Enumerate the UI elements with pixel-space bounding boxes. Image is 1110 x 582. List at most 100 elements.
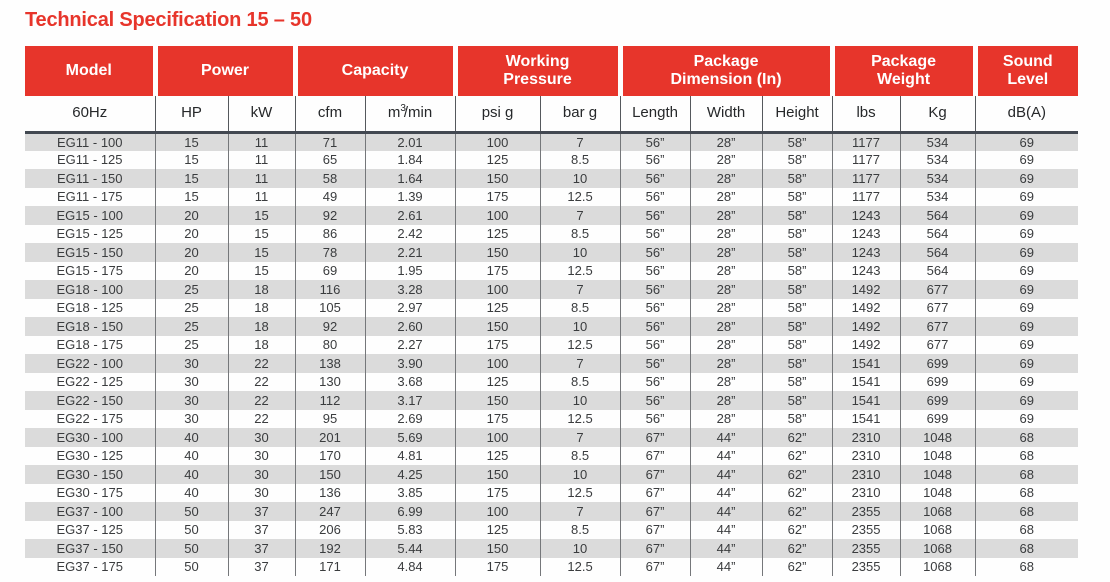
group-header-capacity: Capacity [292,46,456,96]
table-row-eg37-150: EG37 - 150 50 37 192 5.44 150 10 67” 44” 62” 2355 1… [25,539,1079,558]
spec-table: Model Power Capacity Working Pressure Package… [25,46,1079,576]
value-cell: 15 [154,150,228,169]
value-cell: 67” [619,502,691,521]
value-cell: 69 [294,261,366,280]
value-cell: 65 [294,150,366,169]
model-cell: EG30 - 125 [56,448,124,464]
column-header-cfm: cfm [294,96,366,134]
table-row-eg18-175: EG18 - 175 25 18 80 2.27 175 12.5 56” 28” 58” 1492… [25,335,1079,354]
model-cell: EG18 - 150 [56,318,124,334]
table-row-eg18-150: EG18 - 150 25 18 92 2.60 150 10 56” 28” 58” 1492 67… [25,317,1079,336]
value-cell: 62” [761,483,833,502]
value-cell: 37 [227,539,296,558]
value-cell: 1243 [831,224,901,243]
value-cell: 15 [154,187,228,206]
value-cell: 95 [294,409,366,428]
value-cell: 150 [454,539,541,558]
value-cell: 69 [974,187,1079,206]
value-cell: 22 [227,409,296,428]
value-cell: 40 [154,465,228,484]
value-cell: 30 [227,446,296,465]
value-cell: 44” [689,483,763,502]
value-cell: 69 [974,280,1079,299]
value-cell: 1177 [831,132,901,151]
value-cell: 20 [154,261,228,280]
value-cell: 25 [154,298,228,317]
value-cell: 69 [974,317,1079,336]
value-cell: 8.5 [539,298,621,317]
group-header-model: Model [25,46,155,96]
value-cell: 534 [899,169,976,188]
value-cell: 12.5 [539,261,621,280]
value-cell: 28” [689,354,763,373]
value-cell: 2355 [831,539,901,558]
value-cell: 67” [619,557,691,576]
value-cell: 2.60 [364,317,456,336]
value-cell: 8.5 [539,520,621,539]
value-cell: 15 [154,132,228,151]
table-row-eg30-175: EG30 - 175 40 30 136 3.85 175 12.5 67” 44” 62” 231… [25,483,1079,502]
value-cell: 68 [974,428,1079,447]
value-cell: 56” [619,261,691,280]
value-cell: 1177 [831,169,901,188]
value-cell: 28” [689,335,763,354]
value-cell: 2310 [831,465,901,484]
value-cell: 56” [619,132,691,151]
value-cell: 150 [454,465,541,484]
value-cell: 40 [154,446,228,465]
value-cell: 5.44 [364,539,456,558]
value-cell: 105 [294,298,366,317]
value-cell: 56” [619,317,691,336]
value-cell: 62” [761,539,833,558]
value-cell: 20 [154,243,228,262]
value-cell: 30 [154,372,228,391]
value-cell: 1541 [831,354,901,373]
value-cell: 564 [899,206,976,225]
value-cell: 40 [154,483,228,502]
value-cell: 2.27 [364,335,456,354]
table-row-eg15-100: EG15 - 100 20 15 92 2.61 100 7 56” 28” 58” 1243 564… [25,206,1079,225]
value-cell: 7 [539,354,621,373]
value-cell: 1177 [831,150,901,169]
value-cell: 67” [619,428,691,447]
group-header-power: Power [152,46,296,96]
value-cell: 1177 [831,187,901,206]
value-cell: 175 [454,557,541,576]
value-cell: 62” [761,557,833,576]
column-header-60hz: 60Hz [25,96,155,134]
column-header-bar-g: bar g [539,96,621,134]
value-cell: 11 [227,169,296,188]
value-cell: 175 [454,483,541,502]
table-row-eg22-100: EG22 - 100 30 22 138 3.90 100 7 56” 28” 58” 1541 69… [25,354,1079,373]
value-cell: 67” [619,483,691,502]
model-cell: EG30 - 100 [56,429,124,445]
value-cell: 68 [974,465,1079,484]
model-cell: EG37 - 125 [56,522,124,538]
value-cell: 58” [761,372,833,391]
value-cell: 68 [974,520,1079,539]
value-cell: 136 [294,483,366,502]
value-cell: 58” [761,150,833,169]
value-cell: 1541 [831,372,901,391]
column-header-width: Width [689,96,763,134]
value-cell: 62” [761,428,833,447]
value-cell: 1068 [899,502,976,521]
value-cell: 2355 [831,520,901,539]
value-cell: 69 [974,150,1079,169]
value-cell: 1243 [831,243,901,262]
value-cell: 56” [619,372,691,391]
value-cell: 58” [761,243,833,262]
value-cell: 175 [454,187,541,206]
model-cell: EG37 - 150 [56,540,124,556]
value-cell: 1068 [899,520,976,539]
value-cell: 150 [454,169,541,188]
value-cell: 10 [539,539,621,558]
value-cell: 11 [227,132,296,151]
value-cell: 58” [761,317,833,336]
value-cell: 56” [619,335,691,354]
value-cell: 12.5 [539,187,621,206]
value-cell: 22 [227,391,296,410]
model-cell: EG18 - 125 [56,300,124,316]
value-cell: 138 [294,354,366,373]
